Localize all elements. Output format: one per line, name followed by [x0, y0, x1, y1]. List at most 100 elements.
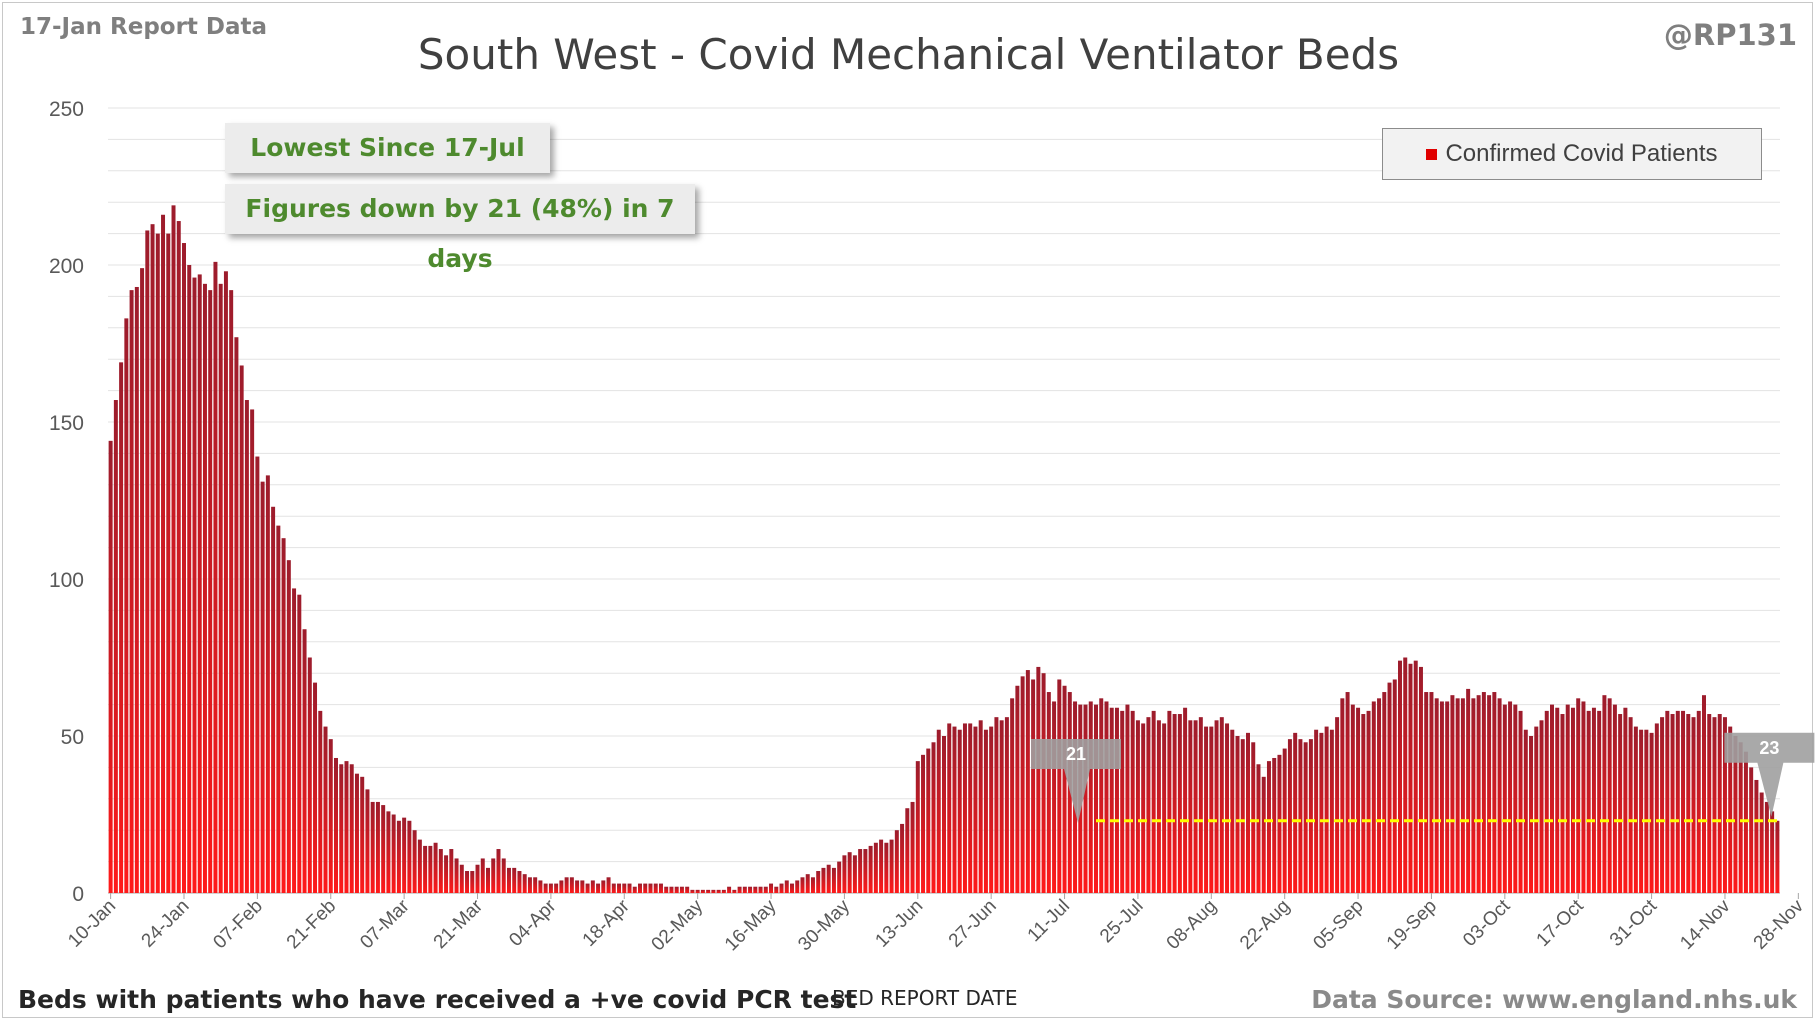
bar: [1177, 714, 1182, 893]
bar: [1266, 761, 1271, 893]
bar: [590, 880, 595, 893]
bar: [1502, 704, 1507, 893]
bar: [381, 805, 386, 893]
annotation-jan-label: 23: [1759, 738, 1779, 758]
bar: [1717, 714, 1722, 893]
bar: [889, 839, 894, 893]
bar: [632, 886, 637, 893]
bar: [748, 886, 753, 893]
bar: [1340, 698, 1345, 893]
bar: [1497, 698, 1502, 893]
bar: [208, 290, 213, 893]
bar: [1508, 701, 1513, 893]
bar: [1570, 707, 1575, 893]
bar: [171, 205, 176, 894]
bar: [617, 883, 622, 893]
x-tick-label: 21-Feb: [283, 896, 340, 953]
bar: [1298, 739, 1303, 893]
bar: [837, 861, 842, 893]
bar: [1518, 710, 1523, 893]
bar: [1702, 695, 1706, 893]
bar: [187, 265, 192, 893]
bar: [585, 883, 590, 893]
bar: [795, 880, 800, 893]
bar: [1628, 717, 1633, 893]
bar: [1492, 692, 1497, 893]
bar: [302, 629, 307, 893]
bar: [522, 874, 527, 893]
bar: [512, 867, 517, 893]
bar: [538, 880, 543, 893]
bar: [444, 855, 449, 893]
bar: [402, 817, 407, 893]
bar: [527, 877, 532, 893]
bar: [1135, 720, 1140, 893]
bar: [1691, 717, 1696, 893]
bar: [1277, 754, 1282, 893]
bar: [1377, 698, 1382, 893]
annotation-jul-label: 21: [1066, 744, 1086, 764]
bar: [721, 889, 726, 893]
bar: [134, 286, 139, 894]
bar: [486, 867, 490, 893]
bar: [365, 789, 370, 893]
bar: [108, 440, 113, 893]
author-handle: @RP131: [1663, 18, 1797, 52]
legend-label: Confirmed Covid Patients: [1445, 140, 1718, 167]
bar: [1722, 717, 1727, 893]
bar: [1450, 695, 1455, 893]
bar: [983, 729, 988, 893]
bar: [1015, 685, 1020, 893]
bar: [774, 886, 779, 893]
x-tick-label: 31-Oct: [1606, 895, 1662, 951]
chart-legend: Confirmed Covid Patients: [1382, 128, 1762, 180]
bar: [575, 880, 580, 893]
bar: [554, 883, 559, 893]
bar: [999, 720, 1004, 893]
bar: [202, 283, 207, 894]
bar: [1041, 673, 1046, 893]
bar: [192, 277, 197, 893]
bar: [695, 889, 700, 893]
lowest-since-callout: Lowest Since 17-Jul: [225, 123, 550, 173]
bar: [1544, 710, 1549, 893]
x-tick-label: 14-Nov: [1676, 895, 1735, 954]
bar: [1392, 679, 1397, 893]
bar: [1460, 698, 1465, 893]
bar: [1188, 720, 1193, 893]
bar: [1293, 732, 1298, 893]
bar: [669, 886, 674, 893]
bar: [679, 886, 684, 893]
x-tick-label: 28-Nov: [1750, 895, 1809, 954]
bar: [182, 243, 186, 893]
bar: [821, 867, 826, 893]
bar: [569, 877, 574, 893]
bar: [1219, 717, 1224, 893]
x-tick-label: 22-Aug: [1236, 896, 1294, 954]
bar: [1644, 729, 1649, 893]
bar: [1141, 723, 1146, 893]
bar: [1654, 723, 1659, 893]
x-tick-label: 30-May: [794, 895, 854, 955]
bar: [129, 290, 134, 893]
bar: [1775, 820, 1780, 893]
bar: [716, 889, 721, 893]
x-tick-label: 08-Aug: [1163, 896, 1221, 954]
bar: [648, 883, 653, 893]
bar: [1418, 666, 1423, 893]
bar: [1738, 742, 1743, 893]
bar: [313, 682, 318, 893]
bar: [491, 858, 496, 893]
bar: [150, 224, 155, 893]
bar: [1057, 679, 1062, 893]
x-tick-label: 24-Jan: [138, 896, 194, 952]
bar: [790, 883, 794, 893]
bar: [1109, 707, 1114, 893]
bar: [1424, 692, 1429, 893]
bar: [1770, 811, 1775, 893]
bar: [417, 839, 422, 893]
x-tick-label: 07-Mar: [356, 895, 414, 953]
bar: [1623, 707, 1628, 893]
bar: [1591, 707, 1596, 893]
